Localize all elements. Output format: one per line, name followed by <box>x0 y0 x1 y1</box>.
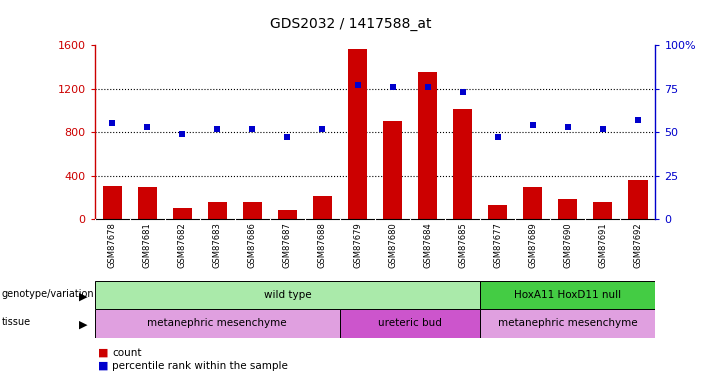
Text: GSM87678: GSM87678 <box>108 222 116 268</box>
Bar <box>488 205 508 219</box>
Bar <box>348 50 367 219</box>
Text: GDS2032 / 1417588_at: GDS2032 / 1417588_at <box>270 17 431 31</box>
Point <box>387 84 398 90</box>
Point <box>597 126 608 132</box>
Bar <box>95 281 480 309</box>
Point <box>562 124 573 130</box>
Point <box>177 131 188 137</box>
Text: GSM87689: GSM87689 <box>529 222 537 268</box>
Text: GSM87684: GSM87684 <box>423 222 432 268</box>
Bar <box>207 202 227 219</box>
Text: GSM87688: GSM87688 <box>318 222 327 268</box>
Bar <box>95 309 340 338</box>
Text: count: count <box>112 348 142 357</box>
Point <box>212 126 223 132</box>
Text: ■: ■ <box>98 348 109 357</box>
Text: ureteric bud: ureteric bud <box>378 318 442 328</box>
Text: GSM87677: GSM87677 <box>494 222 502 268</box>
Point <box>457 89 468 95</box>
Text: GSM87687: GSM87687 <box>283 222 292 268</box>
Bar <box>278 210 297 219</box>
Bar <box>137 187 157 219</box>
Point <box>527 122 538 128</box>
Text: HoxA11 HoxD11 null: HoxA11 HoxD11 null <box>515 290 621 300</box>
Bar <box>102 186 122 219</box>
Text: wild type: wild type <box>264 290 311 300</box>
Point <box>352 82 363 88</box>
Text: GSM87681: GSM87681 <box>143 222 151 268</box>
Text: GSM87682: GSM87682 <box>178 222 186 268</box>
Text: GSM87692: GSM87692 <box>634 222 642 268</box>
Text: GSM87686: GSM87686 <box>248 222 257 268</box>
Bar <box>453 109 472 219</box>
Bar <box>558 199 578 219</box>
Text: GSM87680: GSM87680 <box>388 222 397 268</box>
Point <box>282 134 293 140</box>
Point <box>632 117 644 123</box>
Bar <box>313 196 332 219</box>
Point <box>422 84 433 90</box>
Text: percentile rank within the sample: percentile rank within the sample <box>112 361 288 370</box>
Bar <box>593 202 613 219</box>
Text: GSM87690: GSM87690 <box>564 222 572 268</box>
Bar <box>243 202 262 219</box>
Bar <box>383 121 402 219</box>
Point <box>317 126 328 132</box>
Point <box>142 124 153 130</box>
Text: GSM87679: GSM87679 <box>353 222 362 268</box>
Bar <box>480 309 655 338</box>
Bar <box>628 180 648 219</box>
Text: GSM87685: GSM87685 <box>458 222 467 268</box>
Point <box>107 120 118 126</box>
Bar <box>523 187 543 219</box>
Text: ▶: ▶ <box>79 320 88 330</box>
Bar <box>480 281 655 309</box>
Bar <box>172 209 192 219</box>
Text: GSM87683: GSM87683 <box>213 222 222 268</box>
Text: tissue: tissue <box>1 317 31 327</box>
Text: metanephric mesenchyme: metanephric mesenchyme <box>498 318 638 328</box>
Text: genotype/variation: genotype/variation <box>1 289 94 299</box>
Text: ▶: ▶ <box>79 292 88 302</box>
Text: ■: ■ <box>98 361 109 370</box>
Bar <box>418 72 437 219</box>
Text: GSM87691: GSM87691 <box>599 222 607 268</box>
Text: metanephric mesenchyme: metanephric mesenchyme <box>147 318 287 328</box>
Point <box>247 126 258 132</box>
Bar <box>340 309 480 338</box>
Point <box>492 134 503 140</box>
